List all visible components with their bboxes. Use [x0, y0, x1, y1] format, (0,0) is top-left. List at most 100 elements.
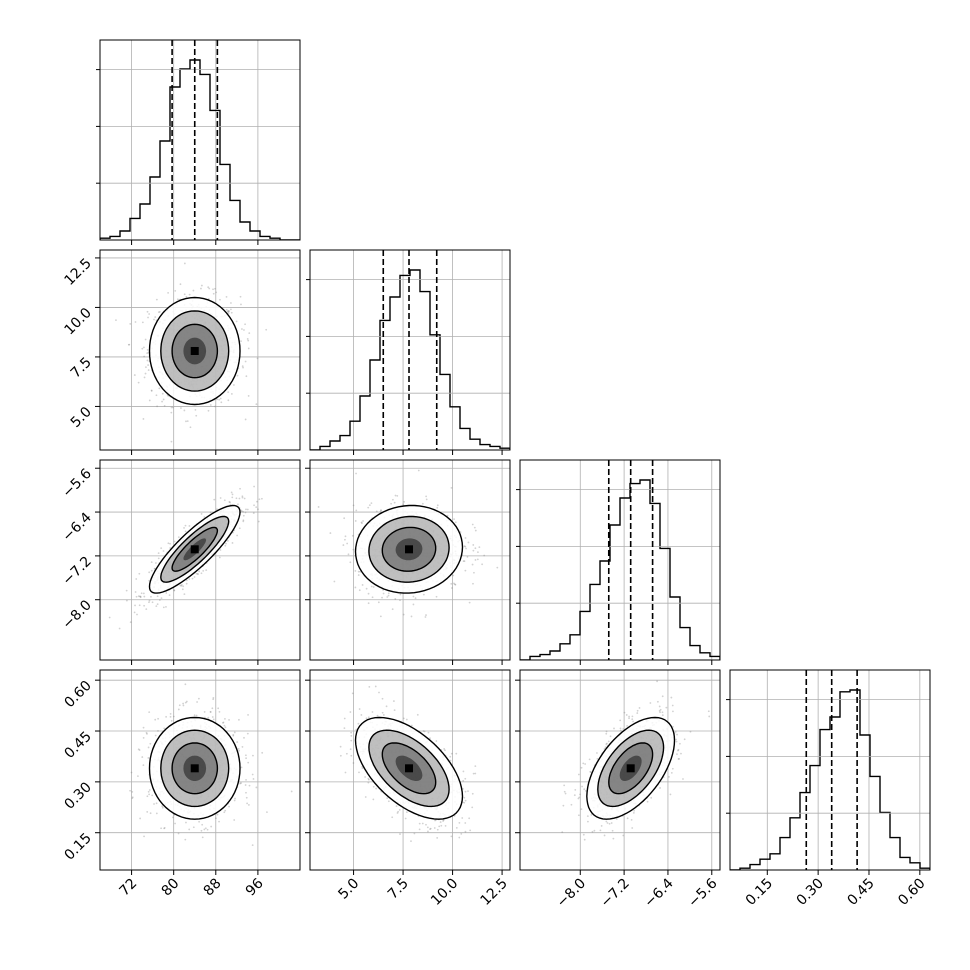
- x-tick-label: 10.0: [428, 876, 461, 909]
- scatter-point: [183, 593, 186, 596]
- scatter-point: [674, 731, 677, 733]
- scatter-point: [233, 819, 236, 821]
- scatter-point: [463, 545, 466, 548]
- scatter-point: [142, 764, 145, 767]
- x-tick-label: 72: [116, 876, 140, 900]
- scatter-point: [194, 408, 197, 411]
- scatter-point: [257, 508, 259, 511]
- scatter-point: [402, 613, 405, 616]
- y-tick-label: 0.30: [61, 779, 94, 812]
- scatter-point: [146, 310, 149, 313]
- scatter-point: [210, 825, 213, 828]
- contour-line: [171, 323, 219, 379]
- scatter-point: [452, 574, 455, 577]
- scatter-point: [147, 316, 149, 319]
- scatter-point: [216, 813, 219, 816]
- scatter-point: [151, 794, 154, 797]
- scatter-point: [214, 817, 217, 820]
- scatter-point: [212, 292, 215, 295]
- scatter-point: [608, 822, 611, 825]
- x-tick-label: 5.0: [335, 876, 362, 903]
- scatter-point: [224, 544, 227, 547]
- y-tick-label: −8.0: [59, 597, 94, 632]
- scatter-point: [464, 569, 467, 572]
- scatter-point: [425, 498, 428, 501]
- scatter-point: [580, 808, 583, 811]
- y-tick-label: −7.2: [59, 553, 94, 588]
- scatter-point: [137, 595, 140, 598]
- scatter-point: [150, 561, 153, 564]
- scatter-point: [468, 601, 471, 604]
- scatter-point: [219, 549, 222, 551]
- scatter-point: [168, 594, 171, 596]
- scatter-point: [155, 605, 158, 608]
- scatter-point: [163, 404, 166, 407]
- scatter-point: [483, 554, 486, 557]
- scatter-point: [290, 790, 293, 793]
- scatter-point: [247, 804, 250, 806]
- y-tick-label: 5.0: [68, 404, 95, 431]
- scatter-point: [665, 706, 668, 709]
- scatter-point: [179, 584, 182, 587]
- scatter-point: [463, 560, 466, 563]
- scatter-point: [242, 511, 245, 513]
- scatter-point: [243, 497, 246, 500]
- scatter-point: [425, 614, 427, 616]
- panel-frame: [309, 459, 511, 661]
- scatter-point: [427, 830, 429, 833]
- scatter-point: [240, 340, 242, 343]
- scatter-point: [350, 739, 353, 742]
- scatter-point: [261, 751, 264, 754]
- scatter-point: [443, 747, 446, 750]
- scatter-point: [155, 394, 158, 397]
- scatter-point: [440, 824, 443, 827]
- scatter-point: [358, 708, 361, 710]
- scatter-point: [183, 293, 186, 296]
- scatter-point: [131, 791, 134, 793]
- scatter-point: [659, 708, 662, 711]
- scatter-point: [418, 822, 421, 825]
- scatter-point: [427, 731, 430, 734]
- scatter-point: [454, 521, 457, 524]
- scatter-point: [230, 491, 233, 494]
- scatter-point: [570, 803, 573, 806]
- scatter-point: [670, 696, 673, 699]
- scatter-point: [158, 599, 161, 601]
- scatter-point: [352, 548, 355, 551]
- scatter-point: [354, 570, 357, 572]
- scatter-point: [251, 773, 254, 776]
- scatter-point: [146, 811, 149, 813]
- scatter-point: [354, 586, 357, 589]
- scatter-point: [394, 598, 397, 600]
- scatter-point: [203, 516, 206, 518]
- scatter-point: [139, 595, 141, 598]
- scatter-point: [412, 603, 415, 606]
- scatter-point: [212, 288, 214, 291]
- scatter-point: [623, 711, 626, 714]
- scatter-point: [410, 724, 413, 727]
- scatter-point: [350, 734, 353, 737]
- scatter-point: [223, 811, 226, 814]
- scatter-point: [129, 789, 131, 792]
- scatter-point: [581, 785, 583, 788]
- scatter-point: [436, 828, 439, 831]
- scatter-point: [225, 542, 227, 545]
- scatter-point: [224, 726, 227, 729]
- scatter-point: [150, 390, 153, 392]
- scatter-point: [596, 752, 598, 754]
- scatter-point: [238, 527, 241, 530]
- scatter-point: [169, 712, 172, 715]
- scatter-point: [248, 784, 251, 787]
- scatter-point: [404, 817, 407, 820]
- scatter-point: [244, 418, 247, 421]
- x-tick-label: 12.5: [478, 876, 511, 909]
- scatter-point: [658, 705, 661, 708]
- scatter-point: [349, 561, 352, 564]
- scatter-point: [151, 601, 154, 604]
- scatter-point: [478, 546, 481, 549]
- scatter-point: [200, 829, 203, 832]
- scatter-point: [162, 550, 165, 552]
- scatter-point: [402, 503, 405, 506]
- scatter-point: [265, 328, 268, 331]
- scatter-point: [343, 517, 346, 520]
